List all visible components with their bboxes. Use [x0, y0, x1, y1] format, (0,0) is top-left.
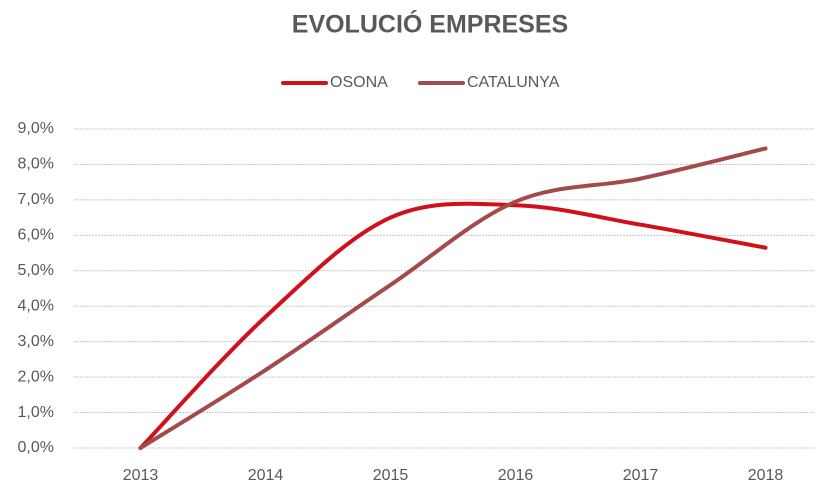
x-tick-label: 2018 — [748, 467, 784, 484]
y-tick-label: 5,0% — [18, 262, 54, 279]
y-tick-label: 9,0% — [18, 120, 54, 137]
y-tick-label: 8,0% — [18, 156, 54, 173]
y-tick-label: 1,0% — [18, 404, 54, 421]
y-tick-label: 7,0% — [18, 191, 54, 208]
y-tick-label: 0,0% — [18, 439, 54, 456]
x-tick-label: 2016 — [498, 467, 534, 484]
y-tick-label: 6,0% — [18, 227, 54, 244]
legend-label: CATALUNYA — [467, 74, 560, 91]
x-tick-label: 2014 — [248, 467, 284, 484]
x-tick-label: 2013 — [123, 467, 159, 484]
legend-label: OSONA — [330, 74, 388, 91]
x-tick-label: 2015 — [373, 467, 409, 484]
x-tick-label: 2017 — [623, 467, 659, 484]
y-tick-label: 4,0% — [18, 297, 54, 314]
y-tick-label: 3,0% — [18, 333, 54, 350]
y-tick-label: 2,0% — [18, 368, 54, 385]
series-line — [138, 201, 768, 450]
series-line — [138, 146, 768, 450]
chart-title: EVOLUCIÓ EMPRESES — [292, 9, 568, 39]
